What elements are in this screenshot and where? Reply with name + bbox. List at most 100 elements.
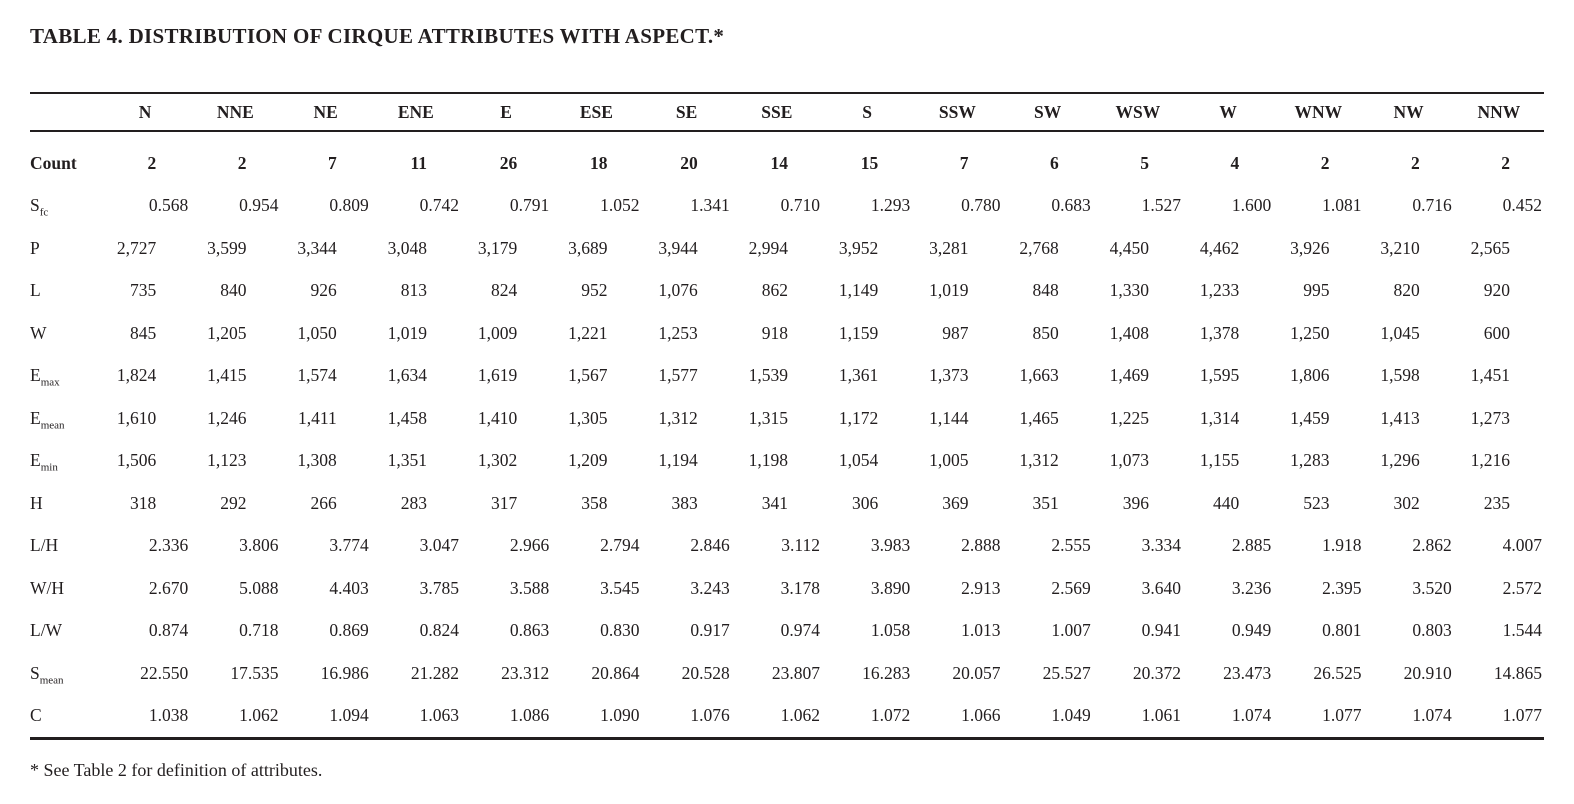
data-cell-w-wnw: 1,250: [1290, 322, 1330, 343]
data-cell-e-mean-nne: 1,246: [207, 407, 247, 428]
data-cell-l-ssw: 1,019: [929, 280, 969, 301]
data-cell-h-n: 318: [130, 492, 157, 513]
data-cell-count-ene: 11: [410, 152, 427, 173]
data-cell-c-nne: 1.062: [239, 705, 279, 726]
data-cell-l-se: 1,076: [658, 280, 698, 301]
data-cell-l-h-nnw: 4.007: [1502, 535, 1542, 556]
data-cell-l-w-nw: 0.803: [1412, 620, 1452, 641]
data-cell-w-h-nw: 3.520: [1412, 577, 1452, 598]
data-cell-h-ssw: 369: [942, 492, 969, 513]
data-cell-w-h-sse: 3.178: [780, 577, 820, 598]
data-cell-l-h-w: 2.885: [1231, 535, 1272, 556]
data-cell-e-mean-wsw: 1,225: [1109, 407, 1149, 428]
data-cell-s-mean-wsw: 20.372: [1132, 662, 1181, 683]
data-cell-h-ese: 358: [581, 492, 608, 513]
data-cell-e-mean-wnw: 1,459: [1290, 407, 1330, 428]
data-cell-count-ne: 7: [328, 152, 337, 173]
row-label-e-mean: Emean: [30, 407, 65, 432]
row-label-subscript: min: [40, 461, 58, 474]
row-label-e-max: Emax: [30, 365, 60, 389]
data-cell-l-h-ese: 2.794: [600, 535, 640, 556]
data-cell-e-min-nne: 1,123: [207, 450, 247, 471]
data-cell-h-s: 306: [852, 492, 879, 513]
data-cell-c-ese: 1.090: [600, 705, 640, 726]
row-label-w: W: [30, 322, 47, 343]
data-cell-s-fc-wnw: 1.081: [1322, 195, 1362, 216]
data-cell-e-min-wsw: 1,073: [1109, 450, 1149, 471]
table-row-e-max: Emax 1,824 1,415 1,574 1,634 1,619 1,567 1,577 1…: [30, 355, 1544, 398]
data-cell-e-max-ssw: 1,373: [929, 365, 969, 386]
data-cell-p-w: 4,462: [1199, 237, 1240, 258]
table-row-s-fc: Sfc 0.568 0.954 0.809 0.742 0.791 1.052 1.341 0.…: [30, 185, 1544, 228]
col-header-w: W: [1219, 101, 1237, 122]
data-cell-s-mean-nne: 17.535: [230, 662, 279, 683]
data-cell-count-se: 20: [680, 152, 698, 173]
data-cell-w-h-wsw: 3.640: [1141, 577, 1181, 598]
data-cell-w-h-ese: 3.545: [600, 577, 640, 598]
data-cell-s-fc-n: 0.568: [148, 195, 189, 216]
table-row-l-h: L/H 2.336 3.806 3.774 3.047 2.966 2.794 2.846 3.…: [30, 525, 1544, 568]
data-cell-e-min-w: 1,155: [1199, 450, 1240, 471]
data-cell-e-min-e: 1,302: [477, 450, 518, 471]
data-cell-count-sse: 14: [770, 152, 789, 173]
table-row-count: Count 2 2 7 11 26 18 20 14 15 7 6 5 4 2 2 2: [30, 131, 1544, 185]
data-cell-s-mean-ene: 21.282: [410, 662, 459, 683]
row-label-subscript: mean: [40, 419, 65, 432]
table-row-e-mean: Emean 1,610 1,246 1,411 1,458 1,410 1,305 1,312…: [30, 397, 1544, 440]
col-header-nnw: NNW: [1477, 101, 1521, 122]
data-cell-l-w-ene: 0.824: [419, 620, 459, 641]
data-cell-w-nw: 1,045: [1380, 322, 1420, 343]
col-header-nne: NNE: [216, 101, 254, 122]
data-cell-count-wnw: 2: [1320, 152, 1330, 173]
data-cell-s-mean-nnw: 14.865: [1493, 662, 1542, 683]
data-cell-s-mean-e: 23.312: [501, 662, 550, 683]
data-cell-l-ne: 926: [310, 280, 337, 301]
data-cell-l-sw: 848: [1032, 280, 1059, 301]
data-cell-h-ene: 283: [400, 492, 427, 513]
data-cell-h-nw: 302: [1393, 492, 1420, 513]
data-cell-l-h-ene: 3.047: [419, 535, 459, 556]
data-cell-w-nnw: 600: [1483, 322, 1510, 343]
data-cell-l-h-sw: 2.555: [1051, 535, 1091, 556]
data-cell-l-nnw: 920: [1483, 280, 1510, 301]
table-title: TABLE 4. DISTRIBUTION OF CIRQUE ATTRIBUT…: [30, 24, 725, 48]
data-cell-e-min-ne: 1,308: [297, 450, 337, 471]
data-cell-s-fc-se: 1.341: [690, 195, 730, 216]
data-cell-s-mean-n: 22.550: [140, 662, 189, 683]
data-cell-w-ssw: 987: [942, 322, 969, 343]
data-cell-e-min-sse: 1,198: [748, 450, 788, 471]
data-cell-c-ne: 1.094: [329, 705, 369, 726]
data-cell-count-wsw: 5: [1140, 152, 1149, 173]
data-cell-p-wsw: 4,450: [1109, 237, 1149, 258]
table-header: N NNE NE ENE E ESE SE SSE S SSW SW WSW W WNW NW NNW: [30, 93, 1544, 131]
data-cell-s-mean-ne: 16.986: [320, 662, 369, 683]
data-cell-c-e: 1.086: [509, 705, 550, 726]
data-cell-e-min-se: 1,194: [658, 450, 698, 471]
data-cell-p-nne: 3,599: [207, 237, 247, 258]
data-cell-s-fc-s: 1.293: [870, 195, 911, 216]
data-cell-l-sse: 862: [761, 280, 788, 301]
table-footnote: * See Table 2 for definition of attribut…: [30, 760, 323, 780]
data-cell-l-w-e: 0.863: [509, 620, 550, 641]
col-header-ese: ESE: [579, 101, 613, 122]
data-cell-w-sse: 918: [761, 322, 788, 343]
col-header-ne: NE: [313, 101, 338, 122]
data-cell-l-w-wnw: 0.801: [1322, 620, 1362, 641]
header-cell-blank: [30, 93, 100, 131]
data-cell-l-w-ne: 0.869: [329, 620, 369, 641]
data-cell-w-nne: 1,205: [207, 322, 247, 343]
table-row-s-mean: Smean 22.550 17.535 16.986 21.282 23.312 20.86…: [30, 652, 1544, 695]
col-header-sw: SW: [1034, 101, 1062, 122]
data-cell-p-se: 3,944: [658, 237, 698, 258]
data-cell-l-w-s: 1.058: [870, 620, 911, 641]
data-cell-s-mean-se: 20.528: [681, 662, 730, 683]
data-cell-e-mean-nnw: 1,273: [1470, 407, 1510, 428]
data-cell-e-mean-se: 1,312: [658, 407, 698, 428]
data-cell-c-wsw: 1.061: [1141, 705, 1181, 726]
data-cell-e-mean-sw: 1,465: [1019, 407, 1059, 428]
data-cell-l-w-w: 0.949: [1231, 620, 1272, 641]
data-cell-w-ene: 1,019: [387, 322, 427, 343]
data-cell-s-fc-w: 1.600: [1231, 195, 1272, 216]
data-cell-c-w: 1.074: [1231, 705, 1272, 726]
data-cell-h-nne: 292: [220, 492, 247, 513]
